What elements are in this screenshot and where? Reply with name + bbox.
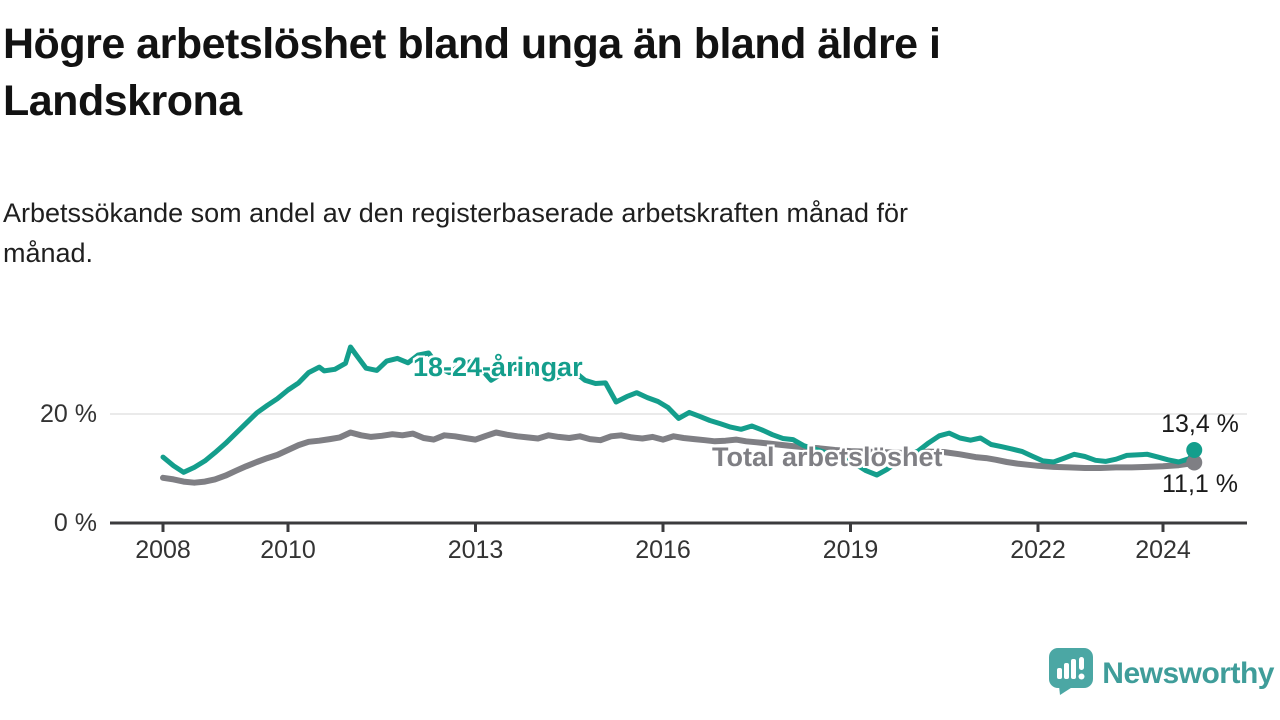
- x-axis-label: 2010: [260, 536, 316, 564]
- x-axis-label: 2024: [1135, 536, 1191, 564]
- x-axis-labels: 2008 2010 2013 2016 2019 2022 2024: [0, 536, 1280, 568]
- y-axis-label: 0 %: [53, 509, 97, 537]
- chart-subtitle: Arbetssökande som andel av den registerb…: [3, 193, 1188, 273]
- x-axis-label: 2008: [135, 536, 191, 564]
- newsworthy-logo-icon: [1049, 648, 1094, 700]
- y-axis-labels: 0 % 20 %: [0, 0, 120, 720]
- newsworthy-wordmark: Newsworthy: [1102, 657, 1274, 690]
- series-label-total: Total arbetslöshet: [712, 442, 943, 472]
- title-line-1: Högre arbetslöshet bland unga än bland ä…: [3, 20, 941, 68]
- x-axis-label: 2019: [822, 536, 879, 564]
- end-value-label-total: 11,1 %: [1162, 470, 1238, 498]
- series-label-young: 18-24-åringar: [413, 352, 583, 382]
- subtitle-line-2: månad.: [3, 238, 94, 268]
- y-axis-label: 20 %: [40, 400, 97, 428]
- x-axis-label: 2013: [447, 536, 504, 564]
- newsworthy-branding: Newsworthy: [1049, 648, 1274, 700]
- end-value-label-young: 13,4 %: [1161, 410, 1239, 438]
- title-line-2: Landskrona: [3, 77, 242, 125]
- subtitle-line-1: Arbetssökande som andel av den registerb…: [3, 198, 909, 228]
- page-title: Högre arbetslöshet bland unga än bland ä…: [3, 16, 1143, 130]
- x-axis-label: 2016: [635, 536, 691, 564]
- x-axis-label: 2022: [1010, 536, 1066, 564]
